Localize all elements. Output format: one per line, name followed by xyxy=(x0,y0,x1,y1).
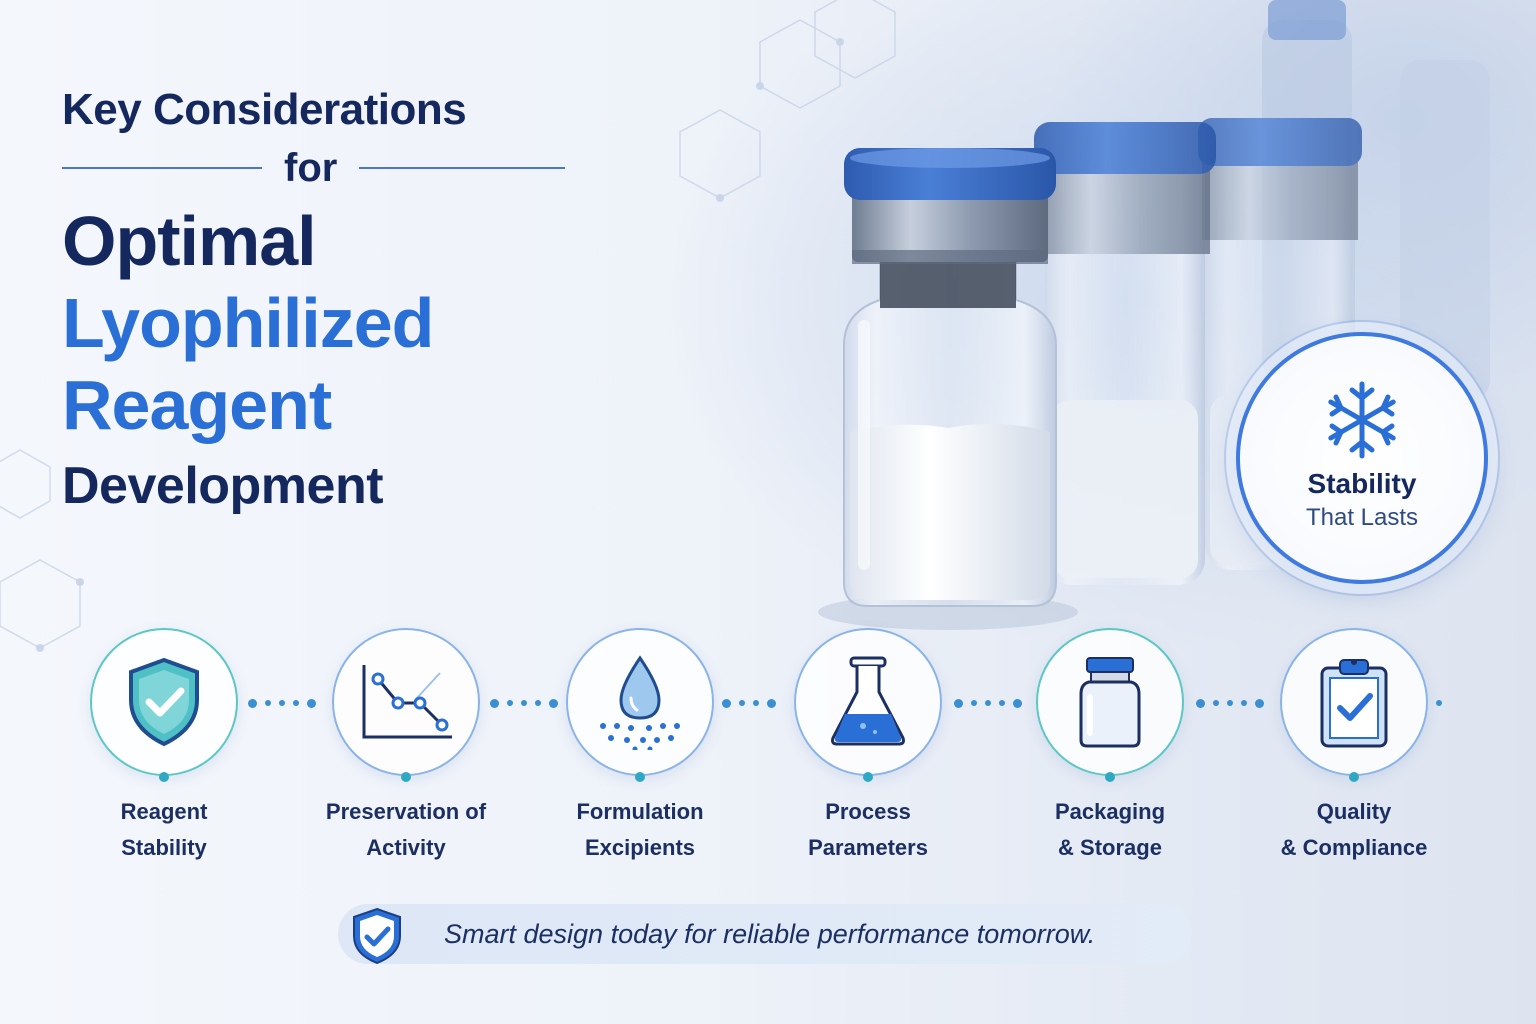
title-line-3: Optimal xyxy=(62,202,317,280)
step-label-line-2: & Compliance xyxy=(1280,835,1428,860)
title-for-row: for xyxy=(62,144,582,192)
vial-icon xyxy=(1079,657,1141,748)
title-line-5: Reagent xyxy=(62,366,332,444)
step-dot xyxy=(401,772,411,782)
clipboard-check-icon xyxy=(1320,659,1388,748)
step-label-line-1: Reagent xyxy=(120,799,208,824)
step-label: Preservation of Activity xyxy=(286,794,526,866)
step-label: Formulation Excipients xyxy=(520,794,760,866)
tagline-banner: Smart design today for reliable performa… xyxy=(338,904,1192,964)
step-process-parameters: Process Parameters xyxy=(748,628,988,866)
step-label-line-2: Stability xyxy=(121,835,207,860)
divider-right xyxy=(359,167,566,169)
badge-title: Stability xyxy=(1307,468,1417,499)
step-label-line-2: & Storage xyxy=(1058,835,1162,860)
considerations-steps: Reagent Stability Preservation of Activi… xyxy=(0,628,1536,888)
step-connector xyxy=(722,698,776,708)
step-quality-compliance: Quality & Compliance xyxy=(1234,628,1474,866)
step-label-line-1: Packaging xyxy=(1054,799,1166,824)
step-icon-circle xyxy=(90,628,238,782)
stability-badge: Stability That Lasts xyxy=(1236,332,1488,584)
step-dot xyxy=(863,772,873,782)
step-dot xyxy=(1105,772,1115,782)
step-label-line-1: Formulation xyxy=(576,799,704,824)
title-line-6: Development xyxy=(62,457,384,515)
step-label: Process Parameters xyxy=(748,794,988,866)
title-block: Key Considerations for Optimal Lyophiliz… xyxy=(62,82,582,522)
step-connector xyxy=(1436,698,1442,708)
step-label: Packaging & Storage xyxy=(990,794,1230,866)
step-packaging-storage: Packaging & Storage xyxy=(990,628,1230,866)
title-line-1: Key Considerations xyxy=(62,85,467,134)
step-icon-circle xyxy=(332,628,480,782)
step-preservation-of-activity: Preservation of Activity xyxy=(286,628,526,866)
step-label-line-2: Excipients xyxy=(584,835,696,860)
step-label-line-2: Activity xyxy=(366,835,446,860)
step-icon-circle xyxy=(1280,628,1428,782)
step-label: Quality & Compliance xyxy=(1234,794,1474,866)
step-label-line-1: Process xyxy=(825,799,911,824)
divider-left xyxy=(62,167,262,169)
title-line-2: for xyxy=(284,145,338,190)
shield-check-icon xyxy=(353,907,401,964)
step-label-line-1: Quality xyxy=(1316,799,1392,824)
step-connector xyxy=(1196,698,1264,708)
droplet-icon xyxy=(600,655,680,750)
step-reagent-stability: Reagent Stability xyxy=(44,628,284,866)
tagline-text: Smart design today for reliable performa… xyxy=(444,918,1096,949)
snowflake-icon xyxy=(1328,381,1396,459)
step-dot xyxy=(159,772,169,782)
step-connector xyxy=(490,698,558,708)
step-formulation-excipients: Formulation Excipients xyxy=(520,628,760,866)
step-connector xyxy=(248,698,316,708)
step-dot xyxy=(1349,772,1359,782)
title-line-4: Lyophilized xyxy=(62,284,434,362)
shield-check-icon xyxy=(129,657,199,747)
step-label-line-1: Preservation of xyxy=(325,799,487,824)
step-label: Reagent Stability xyxy=(44,794,284,866)
step-icon-circle xyxy=(1036,628,1184,782)
declining-graph-icon xyxy=(362,665,452,739)
flask-icon xyxy=(831,656,905,746)
step-dot xyxy=(635,772,645,782)
step-label-line-2: Parameters xyxy=(808,835,928,860)
step-connector xyxy=(954,698,1022,708)
step-icon-circle xyxy=(794,628,942,782)
badge-subtitle: That Lasts xyxy=(1305,504,1419,531)
main-vial xyxy=(818,148,1078,630)
step-icon-circle xyxy=(566,628,714,782)
